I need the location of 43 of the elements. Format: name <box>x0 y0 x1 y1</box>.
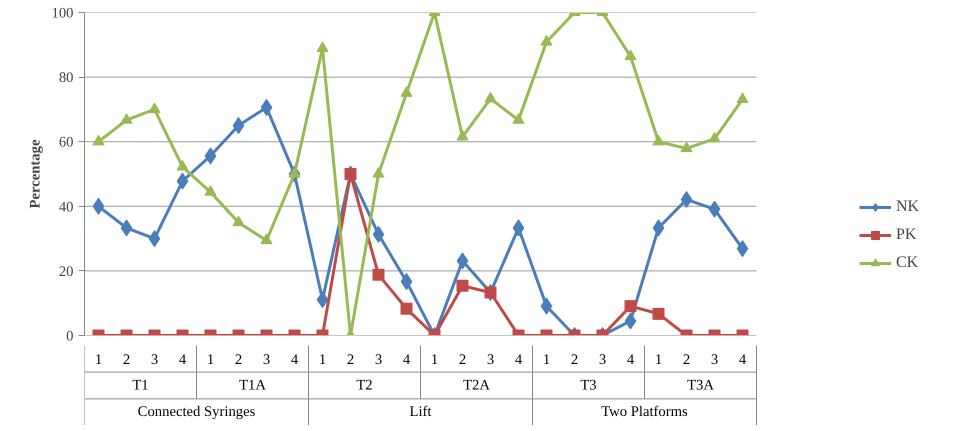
y-tick-label: 40 <box>58 199 74 216</box>
x-tick-label: 1 <box>94 352 102 368</box>
x-tick-label: 2 <box>346 352 354 368</box>
text: T2A <box>463 378 490 394</box>
x-tick-label: 2 <box>458 352 466 368</box>
x-tick-label: 2 <box>234 352 242 368</box>
x-tick-label: 4 <box>290 352 299 368</box>
text: T2 <box>356 378 373 394</box>
y-tick-label: 60 <box>58 134 74 151</box>
x-tick-label: 1 <box>318 352 326 368</box>
x-tick-label: 1 <box>542 352 550 368</box>
x-tick-label: 3 <box>598 352 606 368</box>
x-tick-label: 1 <box>430 352 438 368</box>
text: Connected Syringes <box>138 404 256 420</box>
x-tick-label: 4 <box>402 352 411 368</box>
y-axis-title: Percentage <box>28 139 44 208</box>
x-tick-label: 1 <box>206 352 214 368</box>
y-tick-label: 100 <box>52 6 74 22</box>
x-tick-label: 4 <box>738 352 747 368</box>
text: Lift <box>410 404 432 420</box>
legend-label: NK <box>896 198 920 216</box>
text: Two Platforms <box>601 404 688 420</box>
x-tick-label: 3 <box>150 352 158 368</box>
text: T3 <box>580 378 597 394</box>
x-tick-label: 4 <box>178 352 187 368</box>
x-tick-label: 3 <box>486 352 494 368</box>
legend-label: CK <box>896 254 918 272</box>
y-tick-label: 0 <box>66 328 74 344</box>
x-tick-label: 1 <box>654 352 662 368</box>
y-tick-label: 80 <box>58 70 74 86</box>
x-tick-label: 2 <box>570 352 578 368</box>
x-tick-label: 2 <box>682 352 690 368</box>
x-tick-label: 2 <box>122 352 130 368</box>
text: T1A <box>239 378 266 394</box>
text: T1 <box>132 378 149 394</box>
x-tick-label: 3 <box>374 352 382 368</box>
x-tick-label: 3 <box>710 352 718 368</box>
x-tick-label: 4 <box>514 352 523 368</box>
x-tick-label: 3 <box>262 352 270 368</box>
text: T3A <box>687 378 714 394</box>
legend-label: PK <box>896 226 916 244</box>
x-tick-label: 4 <box>626 352 635 368</box>
y-tick-label: 20 <box>58 264 74 280</box>
